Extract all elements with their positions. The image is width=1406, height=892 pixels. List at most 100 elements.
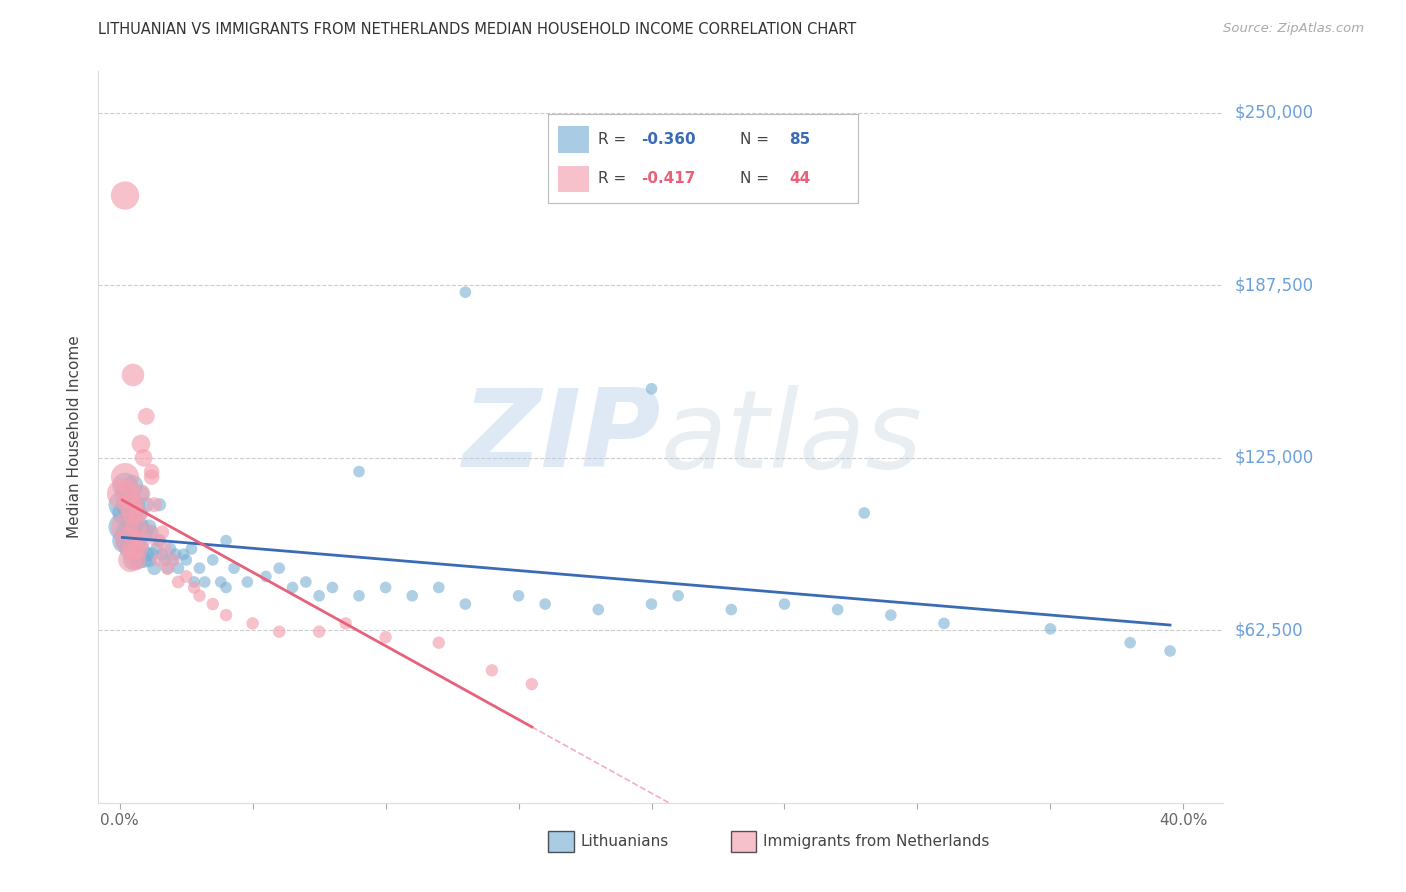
Point bbox=[188, 561, 211, 575]
Point bbox=[183, 581, 205, 595]
Point bbox=[374, 581, 396, 595]
Point bbox=[666, 589, 689, 603]
Point bbox=[427, 636, 450, 650]
Text: Lithuanians: Lithuanians bbox=[581, 834, 669, 849]
Point bbox=[215, 581, 238, 595]
Text: LITHUANIAN VS IMMIGRANTS FROM NETHERLANDS MEDIAN HOUSEHOLD INCOME CORRELATION CH: LITHUANIAN VS IMMIGRANTS FROM NETHERLAND… bbox=[98, 22, 856, 37]
Bar bbox=[558, 127, 589, 153]
Point bbox=[173, 548, 195, 562]
Point bbox=[120, 541, 142, 556]
Point bbox=[122, 506, 145, 520]
Point bbox=[454, 285, 477, 300]
Point bbox=[156, 561, 179, 575]
Point bbox=[117, 486, 139, 500]
Point bbox=[129, 541, 152, 556]
Point bbox=[150, 548, 173, 562]
Point bbox=[111, 486, 134, 500]
Point bbox=[159, 541, 181, 556]
Text: $125,000: $125,000 bbox=[1234, 449, 1313, 467]
Point bbox=[141, 470, 163, 484]
Point bbox=[347, 465, 370, 479]
Text: -0.360: -0.360 bbox=[641, 132, 696, 147]
Text: N =: N = bbox=[740, 132, 773, 147]
Point bbox=[194, 574, 217, 589]
Point bbox=[129, 437, 152, 451]
Y-axis label: Median Household Income: Median Household Income bbox=[67, 335, 83, 539]
Point bbox=[124, 553, 146, 567]
Point bbox=[111, 520, 134, 534]
Point bbox=[129, 520, 152, 534]
Point bbox=[215, 533, 238, 548]
Point bbox=[117, 498, 139, 512]
Point bbox=[122, 506, 145, 520]
Point bbox=[138, 553, 160, 567]
Point bbox=[132, 553, 155, 567]
Text: R =: R = bbox=[598, 170, 631, 186]
Text: $187,500: $187,500 bbox=[1234, 277, 1313, 294]
Point bbox=[117, 533, 139, 548]
Point bbox=[114, 533, 136, 548]
Point bbox=[111, 498, 134, 512]
Point bbox=[347, 589, 370, 603]
Point bbox=[720, 602, 742, 616]
Point bbox=[127, 553, 149, 567]
Point bbox=[117, 525, 139, 540]
Point bbox=[127, 541, 149, 556]
Point bbox=[180, 541, 202, 556]
Point bbox=[138, 520, 160, 534]
Point bbox=[588, 602, 610, 616]
Point bbox=[156, 561, 179, 575]
Point bbox=[853, 506, 876, 520]
Point bbox=[308, 624, 330, 639]
Text: ZIP: ZIP bbox=[463, 384, 661, 490]
Point bbox=[150, 525, 173, 540]
Point bbox=[132, 450, 155, 465]
Point bbox=[215, 608, 238, 623]
Point bbox=[335, 616, 357, 631]
Text: Immigrants from Netherlands: Immigrants from Netherlands bbox=[763, 834, 990, 849]
Point bbox=[827, 602, 849, 616]
Point bbox=[640, 597, 662, 611]
Point bbox=[165, 548, 187, 562]
Point bbox=[135, 525, 157, 540]
Point bbox=[209, 574, 232, 589]
Point bbox=[281, 581, 304, 595]
Text: Source: ZipAtlas.com: Source: ZipAtlas.com bbox=[1223, 22, 1364, 36]
Point bbox=[167, 574, 190, 589]
Point bbox=[148, 533, 170, 548]
Text: 44: 44 bbox=[790, 170, 811, 186]
Point bbox=[242, 616, 264, 631]
Point bbox=[148, 498, 170, 512]
Point bbox=[120, 553, 142, 567]
Point bbox=[127, 506, 149, 520]
Point bbox=[534, 597, 557, 611]
Point bbox=[114, 478, 136, 492]
Point bbox=[188, 589, 211, 603]
Text: 85: 85 bbox=[790, 132, 811, 147]
Point bbox=[141, 525, 163, 540]
Point bbox=[167, 561, 190, 575]
Point bbox=[236, 574, 259, 589]
Text: N =: N = bbox=[740, 170, 773, 186]
Bar bbox=[558, 166, 589, 193]
Point bbox=[308, 589, 330, 603]
Point bbox=[146, 533, 169, 548]
Point bbox=[114, 188, 136, 202]
Point bbox=[129, 486, 152, 500]
Point bbox=[132, 525, 155, 540]
Point bbox=[129, 486, 152, 500]
Point bbox=[120, 498, 142, 512]
Point bbox=[143, 498, 166, 512]
Point bbox=[124, 548, 146, 562]
Point bbox=[153, 541, 176, 556]
Point bbox=[146, 541, 169, 556]
Point bbox=[932, 616, 955, 631]
Point bbox=[135, 409, 157, 424]
Point bbox=[129, 533, 152, 548]
Point bbox=[120, 500, 142, 515]
Point bbox=[508, 589, 530, 603]
Point bbox=[454, 597, 477, 611]
Point bbox=[374, 630, 396, 644]
Text: $62,500: $62,500 bbox=[1234, 622, 1303, 640]
Text: $250,000: $250,000 bbox=[1234, 103, 1313, 122]
